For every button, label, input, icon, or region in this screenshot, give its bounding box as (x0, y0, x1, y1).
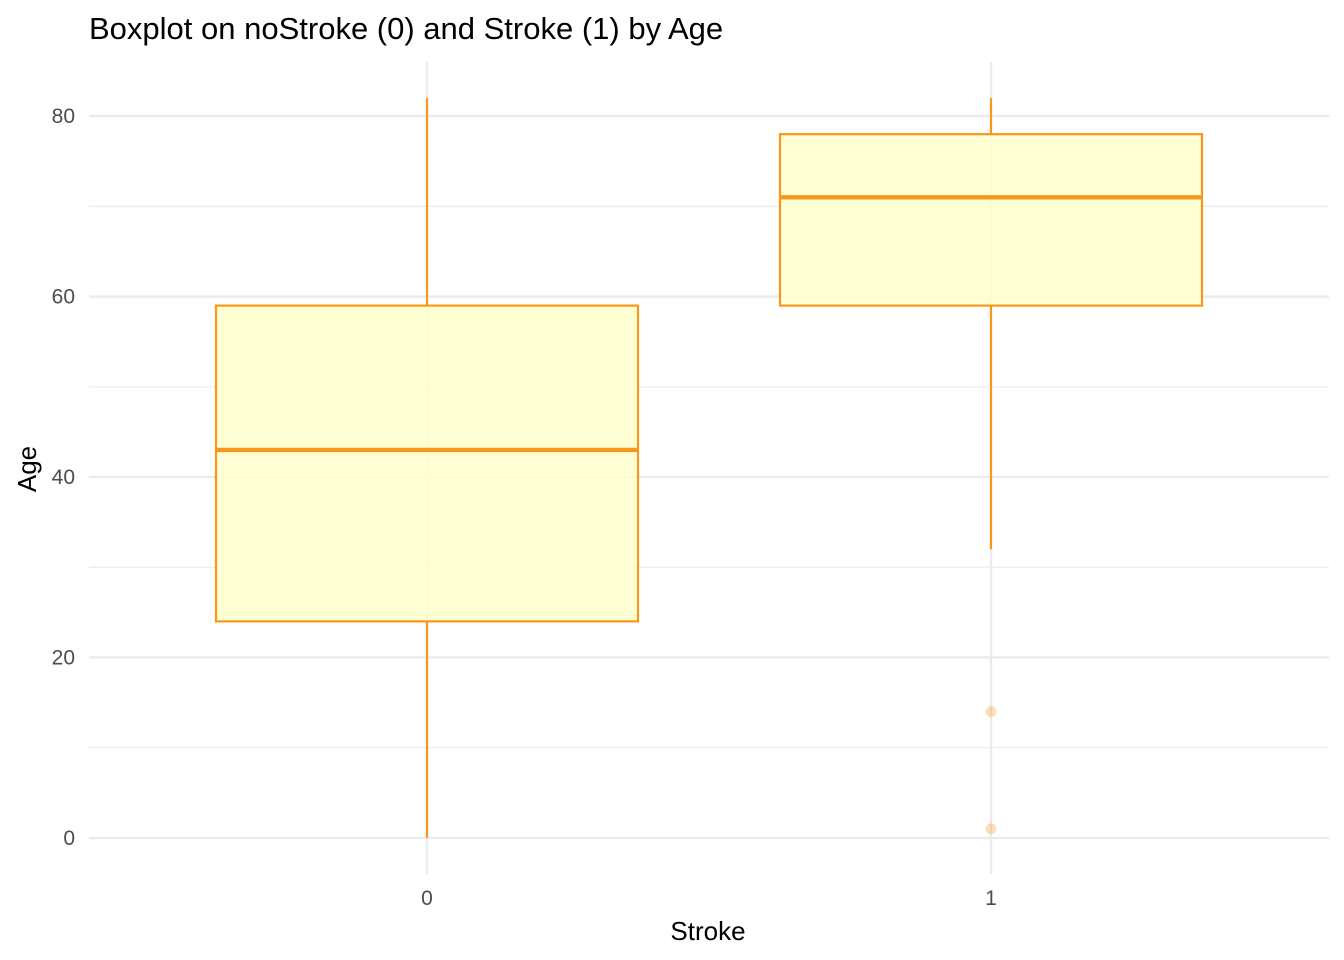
box-group-1 (778, 98, 1204, 835)
y-tick-label: 40 (52, 466, 75, 489)
y-tick-label: 20 (52, 646, 75, 669)
box-iqr (214, 304, 640, 623)
y-tick-label: 0 (63, 827, 75, 850)
boxes (214, 98, 1204, 838)
x-tick-label: 1 (985, 887, 997, 910)
x-tick-label: 0 (421, 887, 433, 910)
y-tick-label: 80 (52, 105, 75, 128)
x-axis-title: Stroke (670, 916, 745, 946)
outlier-point (985, 823, 997, 835)
outlier-point (985, 706, 997, 718)
chart-title: Boxplot on noStroke (0) and Stroke (1) b… (89, 11, 723, 46)
y-tick-label: 60 (52, 286, 75, 309)
box-iqr (778, 133, 1204, 307)
y-axis-title: Age (12, 446, 42, 492)
y-axis-ticks: 0 20 40 60 80 (52, 105, 75, 850)
box-group-0 (214, 98, 640, 838)
